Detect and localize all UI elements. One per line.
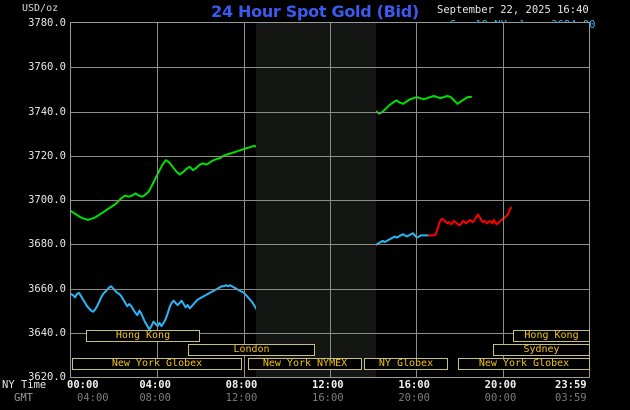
y-axis-tick: 3680.0 [28, 238, 66, 251]
y-axis-tick: 3620.0 [28, 371, 66, 383]
y-axis-tick: 3780.0 [28, 17, 66, 29]
x-axis-tick-ny: 08:00 [225, 379, 258, 391]
x-axis-tick-gmt: 00:00 [484, 392, 517, 404]
y-axis-tick: 3700.0 [28, 194, 66, 206]
x-axis-labels: 00:00 04:00 04:00 08:00 08:00 12:00 12:00 16:00… [0, 376, 630, 408]
session-bar: Hong Kong [513, 330, 590, 342]
session-bar-label: New York Globex [111, 358, 203, 369]
x-axis-tick-gmt: 16:00 [312, 392, 344, 404]
x-axis-tick-gmt: 12:00 [225, 392, 258, 404]
y-axis-unit-label: USD/oz [22, 3, 59, 14]
x-axis-tick-ny: 12:00 [312, 379, 344, 391]
x-axis-tick-gmt: 03:59 [555, 392, 587, 404]
y-axis-tick: 3760.0 [28, 61, 66, 74]
gmt-caption: GMT [14, 392, 33, 404]
y-axis-tick: 3740.0 [28, 105, 66, 118]
x-axis-tick-ny: 23:59 [555, 379, 587, 391]
y-axis-tick: 3720.0 [28, 149, 66, 162]
x-axis-tick-gmt: 20:00 [398, 392, 430, 404]
y-axis-tick: 3660.0 [28, 282, 66, 295]
grid-line-vertical [416, 23, 417, 377]
market-session-bars: Hong Kong London New York Globex New York N… [70, 330, 590, 372]
session-bar: New York Globex [458, 358, 590, 370]
x-axis-tick-ny: 00:00 [67, 379, 99, 391]
grid-line-vertical [503, 23, 504, 377]
session-bar-label: NY Globex [378, 358, 434, 369]
x-axis-tick-gmt: 08:00 [139, 392, 171, 404]
session-bar: Hong Kong [86, 330, 200, 342]
session-bar-label: Sydney [523, 344, 560, 355]
session-bar-label: London [233, 344, 270, 355]
session-bar-label: New York Globex [478, 358, 570, 369]
series-sunday [428, 206, 512, 237]
grid-line-vertical [157, 23, 158, 377]
session-bar: New York NYMEX [248, 358, 362, 370]
session-bar-label: New York NYMEX [262, 358, 348, 369]
page-title: 24 Hour Spot Gold (Bid) [211, 2, 419, 21]
timestamp: September 22, 2025 16:40 [437, 4, 589, 16]
y-axis-tick: 3640.0 [28, 326, 66, 339]
session-bar-label: Hong Kong [524, 330, 579, 341]
x-axis-tick-ny: 20:00 [484, 379, 517, 391]
grid-line-vertical [330, 23, 331, 377]
grid-line-vertical [244, 23, 245, 377]
x-axis-tick-gmt: 04:00 [77, 392, 109, 404]
x-axis-tick-ny: 16:00 [398, 379, 430, 391]
plot-area [70, 22, 590, 378]
session-bar: NY Globex [364, 358, 448, 370]
ny-time-caption: NY Time [2, 379, 47, 391]
y-axis-labels: 3780.0 3760.0 3740.0 3720.0 3700.0 3680.0 3660… [0, 17, 66, 383]
session-bar-label: Hong Kong [115, 330, 171, 341]
session-bar: New York Globex [72, 358, 242, 370]
session-bar: London [188, 344, 315, 356]
session-bar: Sydney [493, 344, 590, 356]
x-axis-tick-ny: 04:00 [139, 379, 171, 391]
